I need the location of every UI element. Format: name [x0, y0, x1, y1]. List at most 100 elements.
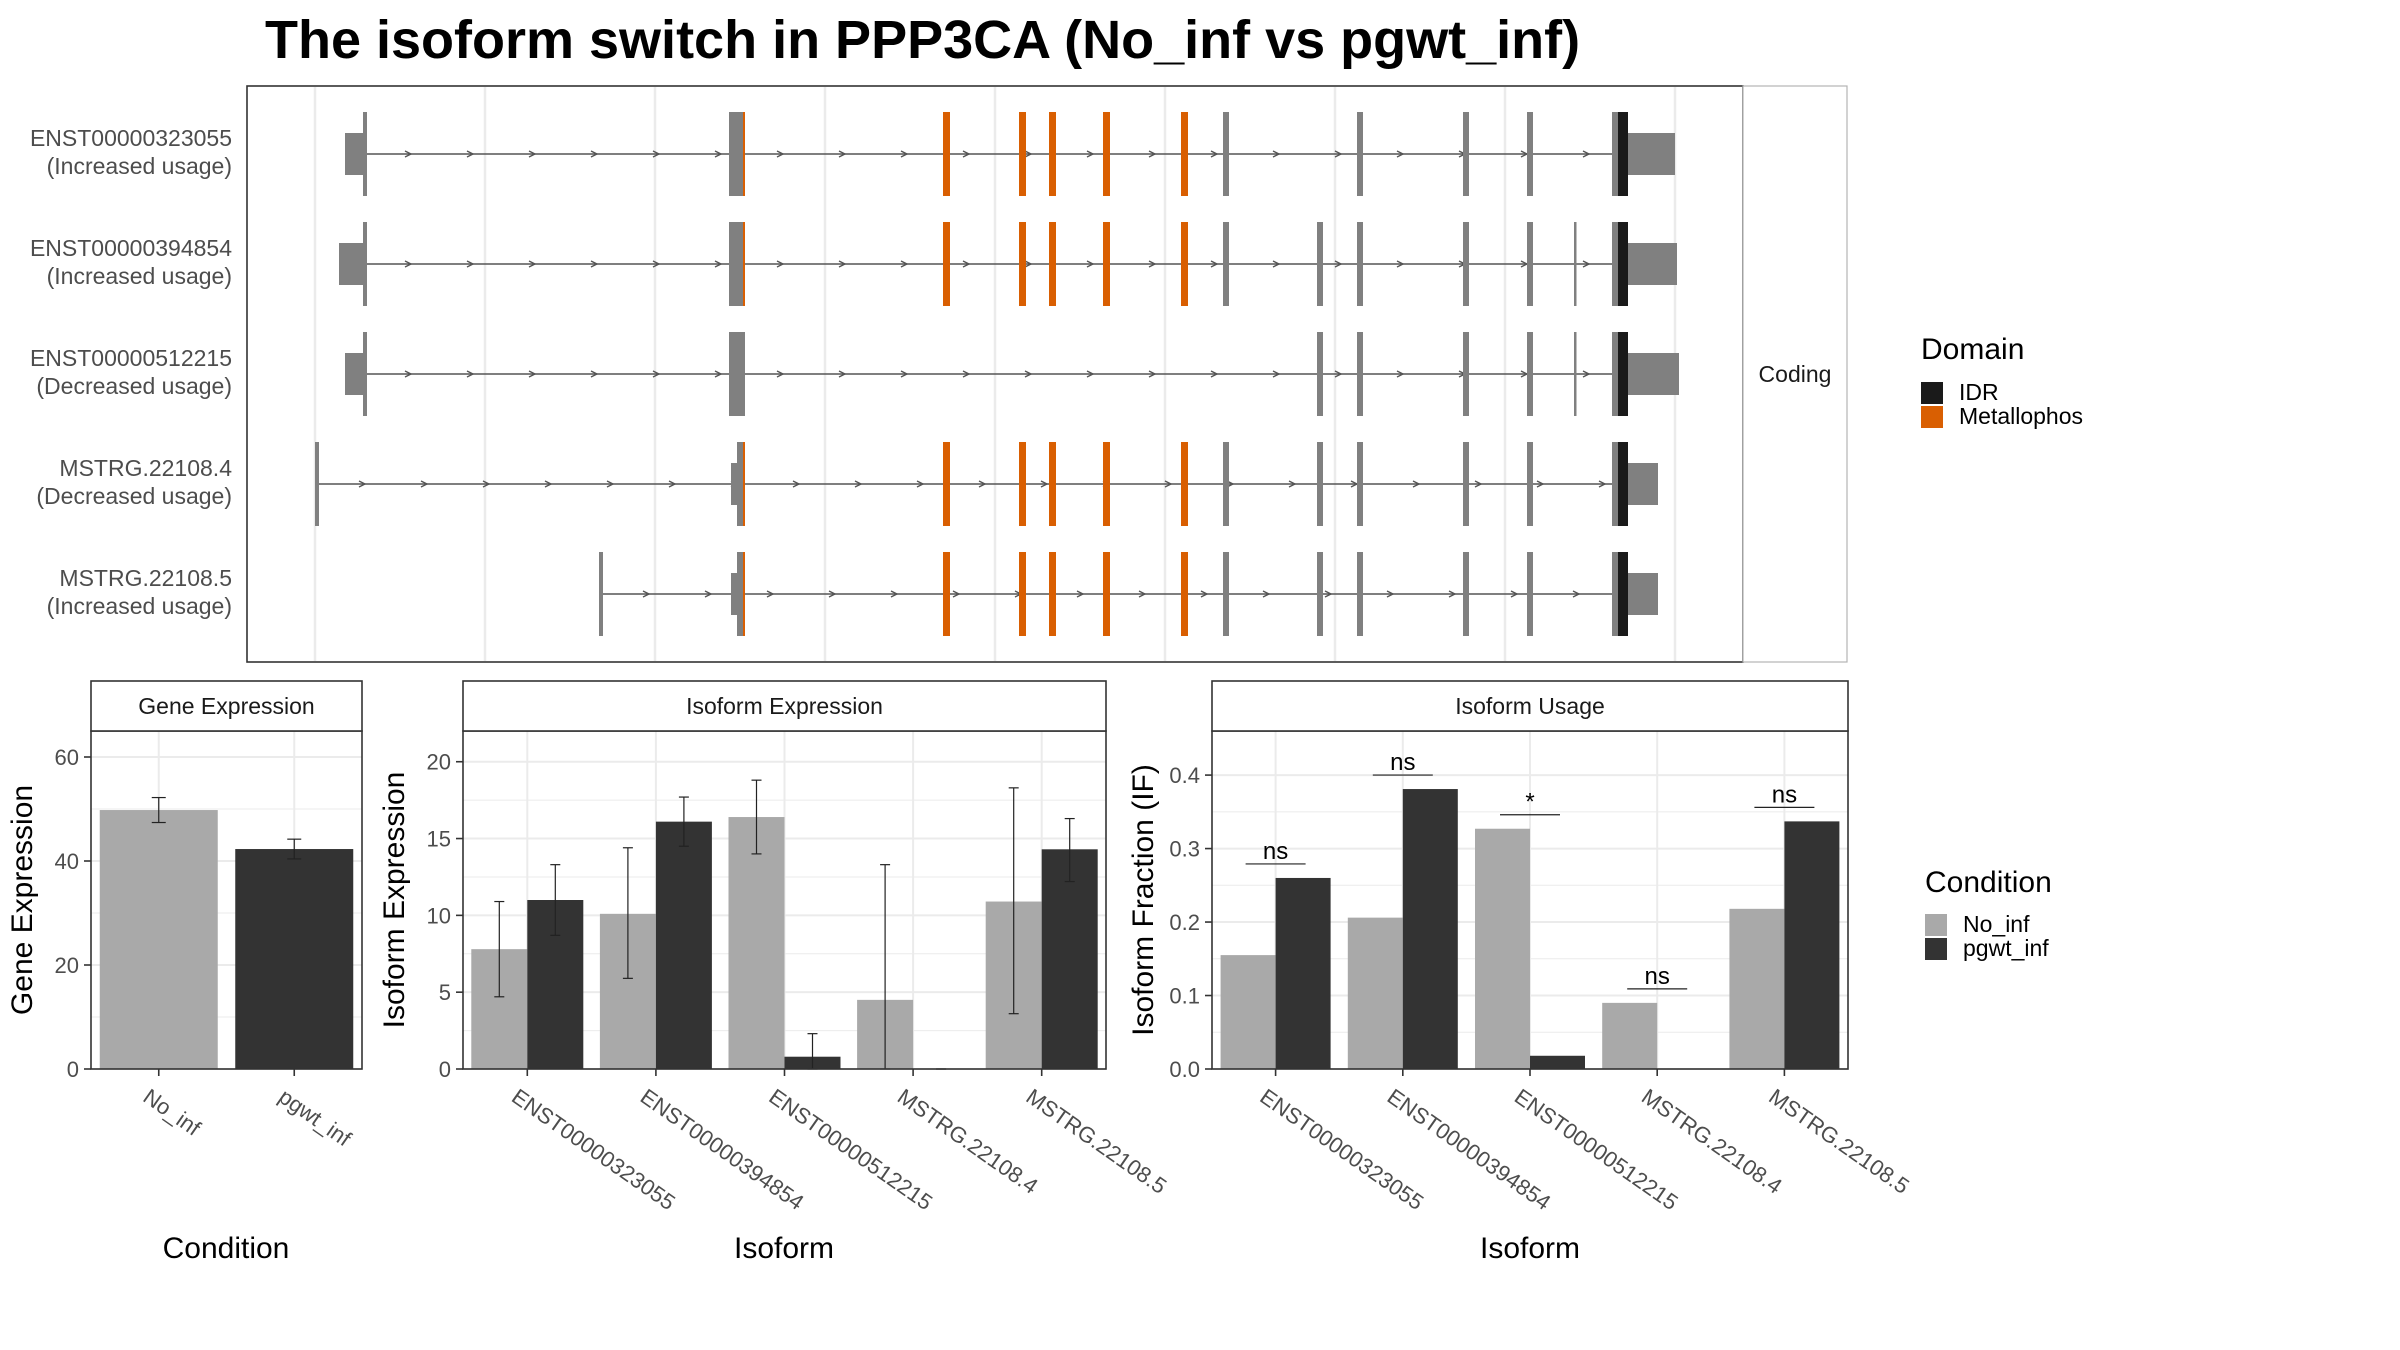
data-bar	[1784, 821, 1840, 1069]
y-tick-label: 0.4	[1169, 763, 1200, 788]
data-bar	[1347, 917, 1403, 1069]
utr-5prime	[339, 243, 365, 285]
metallophos-domain-exon	[743, 222, 745, 306]
idr-domain-exon	[1618, 222, 1628, 306]
y-tick-label: 20	[427, 750, 451, 775]
exon	[1612, 552, 1618, 636]
isoform-row-usage: (Decreased usage)	[36, 483, 232, 509]
intron-arrow	[1148, 370, 1157, 378]
utr-5prime	[345, 133, 365, 175]
intron-arrow	[1582, 150, 1591, 158]
chart-strip-title: Isoform Expression	[686, 693, 883, 719]
isoform-row-id: MSTRG.22108.4	[59, 455, 232, 481]
x-axis-title: Isoform	[1480, 1232, 1580, 1265]
x-axis-title: Condition	[163, 1232, 290, 1265]
isoform-row-usage: (Decreased usage)	[36, 373, 232, 399]
metallophos-domain-exon	[1019, 552, 1026, 636]
metallophos-domain-exon	[943, 552, 950, 636]
exon	[1317, 332, 1323, 416]
metallophos-legend-label: Metallophos	[1959, 403, 2083, 429]
exon	[729, 332, 745, 416]
significance-label: ns	[1263, 838, 1288, 865]
significance-label: ns	[1772, 781, 1797, 808]
intron-arrow	[952, 590, 961, 598]
intron-arrow	[420, 480, 429, 488]
intron-arrow	[1024, 370, 1033, 378]
exon	[1612, 442, 1618, 526]
idr-legend-label: IDR	[1959, 379, 1999, 405]
exon	[1357, 442, 1363, 526]
isoform-row-id: ENST00000323055	[30, 125, 232, 151]
intron-arrow	[838, 370, 847, 378]
y-tick-label: 0	[67, 1057, 79, 1082]
intron-arrow	[1536, 480, 1545, 488]
intron-arrow	[482, 480, 491, 488]
chart-strip	[1211, 680, 1849, 732]
exon	[1223, 112, 1229, 196]
intron-arrow	[1086, 150, 1095, 158]
exon	[1574, 222, 1577, 306]
intron-arrow	[404, 150, 413, 158]
intron-arrow	[606, 480, 615, 488]
isoform-structure-row	[339, 222, 1677, 306]
chart-strip	[90, 680, 363, 732]
x-tick-label: MSTRG.22108.5	[1022, 1084, 1172, 1199]
exon	[1317, 552, 1323, 636]
metallophos-domain-exon	[1181, 222, 1188, 306]
exon	[1223, 222, 1229, 306]
intron-arrow	[528, 150, 537, 158]
metallophos-domain-exon	[1103, 222, 1110, 306]
isoform-structure-row	[315, 442, 1658, 526]
intron-arrow	[1272, 370, 1281, 378]
exon	[1223, 552, 1229, 636]
exon	[1223, 442, 1229, 526]
isoform-row-id: ENST00000512215	[30, 345, 232, 371]
data-bar	[99, 810, 218, 1069]
y-tick-label: 0.0	[1169, 1057, 1200, 1082]
intron-arrow	[1076, 590, 1085, 598]
isoform-row-id: MSTRG.22108.5	[59, 565, 232, 591]
y-tick-label: 5	[439, 980, 451, 1005]
exon	[1463, 332, 1469, 416]
metallophos-domain-exon	[743, 112, 745, 196]
exon	[729, 112, 743, 196]
isoform-row-usage: (Increased usage)	[47, 153, 232, 179]
isoform-expression-chart: Isoform Expression05101520ENST0000032305…	[378, 680, 1172, 1265]
intron-arrow	[642, 590, 651, 598]
exon	[1527, 332, 1533, 416]
isoform-structure-row	[345, 332, 1679, 416]
first-exon	[363, 112, 367, 196]
isoform-structure-row	[599, 552, 1658, 636]
y-tick-label: 0.3	[1169, 837, 1200, 862]
intron-arrow	[714, 150, 723, 158]
exon	[1463, 552, 1469, 636]
metallophos-domain-exon	[1019, 442, 1026, 526]
exon	[1317, 442, 1323, 526]
metallophos-domain-exon	[943, 222, 950, 306]
isoform-row-labels: ENST00000323055(Increased usage) ENST0000…	[30, 125, 232, 619]
exon	[1527, 552, 1533, 636]
intron-arrow	[1582, 370, 1591, 378]
y-tick-label: 20	[55, 953, 79, 978]
exon	[1612, 332, 1618, 416]
gene-expression-chart: Gene Expression 0 20 40 60 No_inf pgwt_inf Gene…	[6, 680, 363, 1265]
utr-5prime	[345, 353, 365, 395]
condition-legend: Condition No_inf pgwt_inf	[1925, 866, 2052, 961]
utr-3prime	[1628, 243, 1677, 285]
intron-arrow	[854, 480, 863, 488]
intron-arrow	[962, 370, 971, 378]
exon	[737, 442, 743, 526]
chart-strip-title: Isoform Usage	[1455, 693, 1605, 719]
intron-arrow	[1086, 370, 1095, 378]
intron-arrow	[1396, 260, 1405, 268]
significance-label: *	[1525, 789, 1534, 816]
idr-domain-exon	[1618, 442, 1628, 526]
metallophos-domain-exon	[743, 552, 745, 636]
exon	[1463, 112, 1469, 196]
intron-arrow	[978, 480, 987, 488]
utr-3prime	[1628, 463, 1658, 505]
no-inf-legend-label: No_inf	[1963, 911, 2030, 937]
intron-arrow	[590, 370, 599, 378]
exon	[731, 463, 737, 505]
